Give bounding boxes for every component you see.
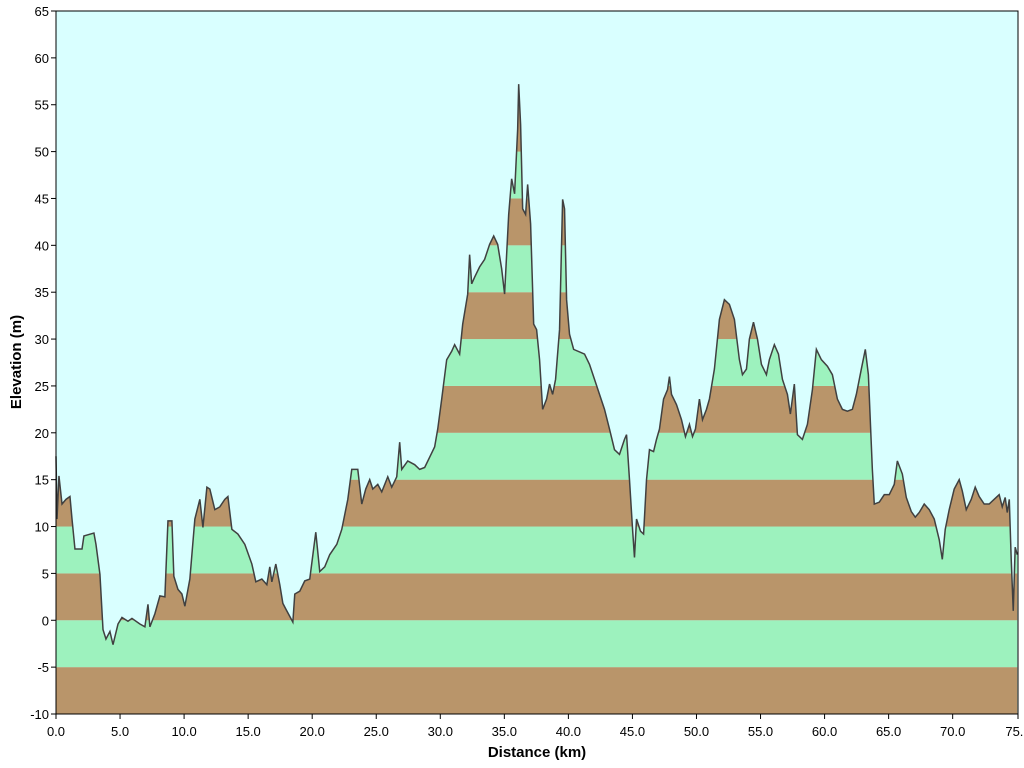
y-tick-label: 60 bbox=[35, 51, 49, 66]
y-tick-label: 10 bbox=[35, 520, 49, 535]
y-tick-label: 50 bbox=[35, 145, 49, 160]
x-tick-label: 5.0 bbox=[111, 724, 129, 739]
y-tick-label: 40 bbox=[35, 238, 49, 253]
y-tick-label: 65 bbox=[35, 4, 49, 19]
elevation-band bbox=[56, 526, 1018, 574]
x-tick-label: 20.0 bbox=[300, 724, 325, 739]
x-tick-label: 35.0 bbox=[492, 724, 517, 739]
y-tick-label: 15 bbox=[35, 473, 49, 488]
elevation-line bbox=[55, 84, 1018, 645]
x-tick-label: 0.0 bbox=[47, 724, 65, 739]
y-tick-label: 55 bbox=[35, 98, 49, 113]
y-axis-title: Elevation (m) bbox=[8, 315, 25, 409]
x-tick-label: 75.1 bbox=[1005, 724, 1024, 739]
x-tick-label: 70.0 bbox=[940, 724, 965, 739]
y-tick-label: -5 bbox=[37, 660, 49, 675]
y-tick-label: 45 bbox=[35, 191, 49, 206]
x-tick-label: 45.0 bbox=[620, 724, 645, 739]
x-tick-label: 50.0 bbox=[684, 724, 709, 739]
y-tick-label: 20 bbox=[35, 426, 49, 441]
x-tick-label: 30.0 bbox=[428, 724, 453, 739]
x-tick-label: 55.0 bbox=[748, 724, 773, 739]
x-tick-label: 25.0 bbox=[364, 724, 389, 739]
y-tick-label: 25 bbox=[35, 379, 49, 394]
y-tick-label: 0 bbox=[42, 613, 49, 628]
y-tick-label: 5 bbox=[42, 566, 49, 581]
x-axis-title: Distance (km) bbox=[488, 744, 586, 761]
plot-frame bbox=[55, 10, 1019, 715]
x-tick-label: 40.0 bbox=[556, 724, 581, 739]
x-tick-label: 10.0 bbox=[171, 724, 196, 739]
y-tick-label: 30 bbox=[35, 332, 49, 347]
plot-area bbox=[55, 10, 1019, 715]
y-tick-label: 35 bbox=[35, 285, 49, 300]
elevation-band bbox=[56, 667, 1018, 714]
x-tick-label: 60.0 bbox=[812, 724, 837, 739]
y-tick-label: -10 bbox=[30, 707, 49, 722]
x-tick-label: 15.0 bbox=[235, 724, 260, 739]
x-tick-label: 65.0 bbox=[876, 724, 901, 739]
elevation-band bbox=[56, 620, 1018, 668]
elevation-band bbox=[56, 573, 1018, 621]
